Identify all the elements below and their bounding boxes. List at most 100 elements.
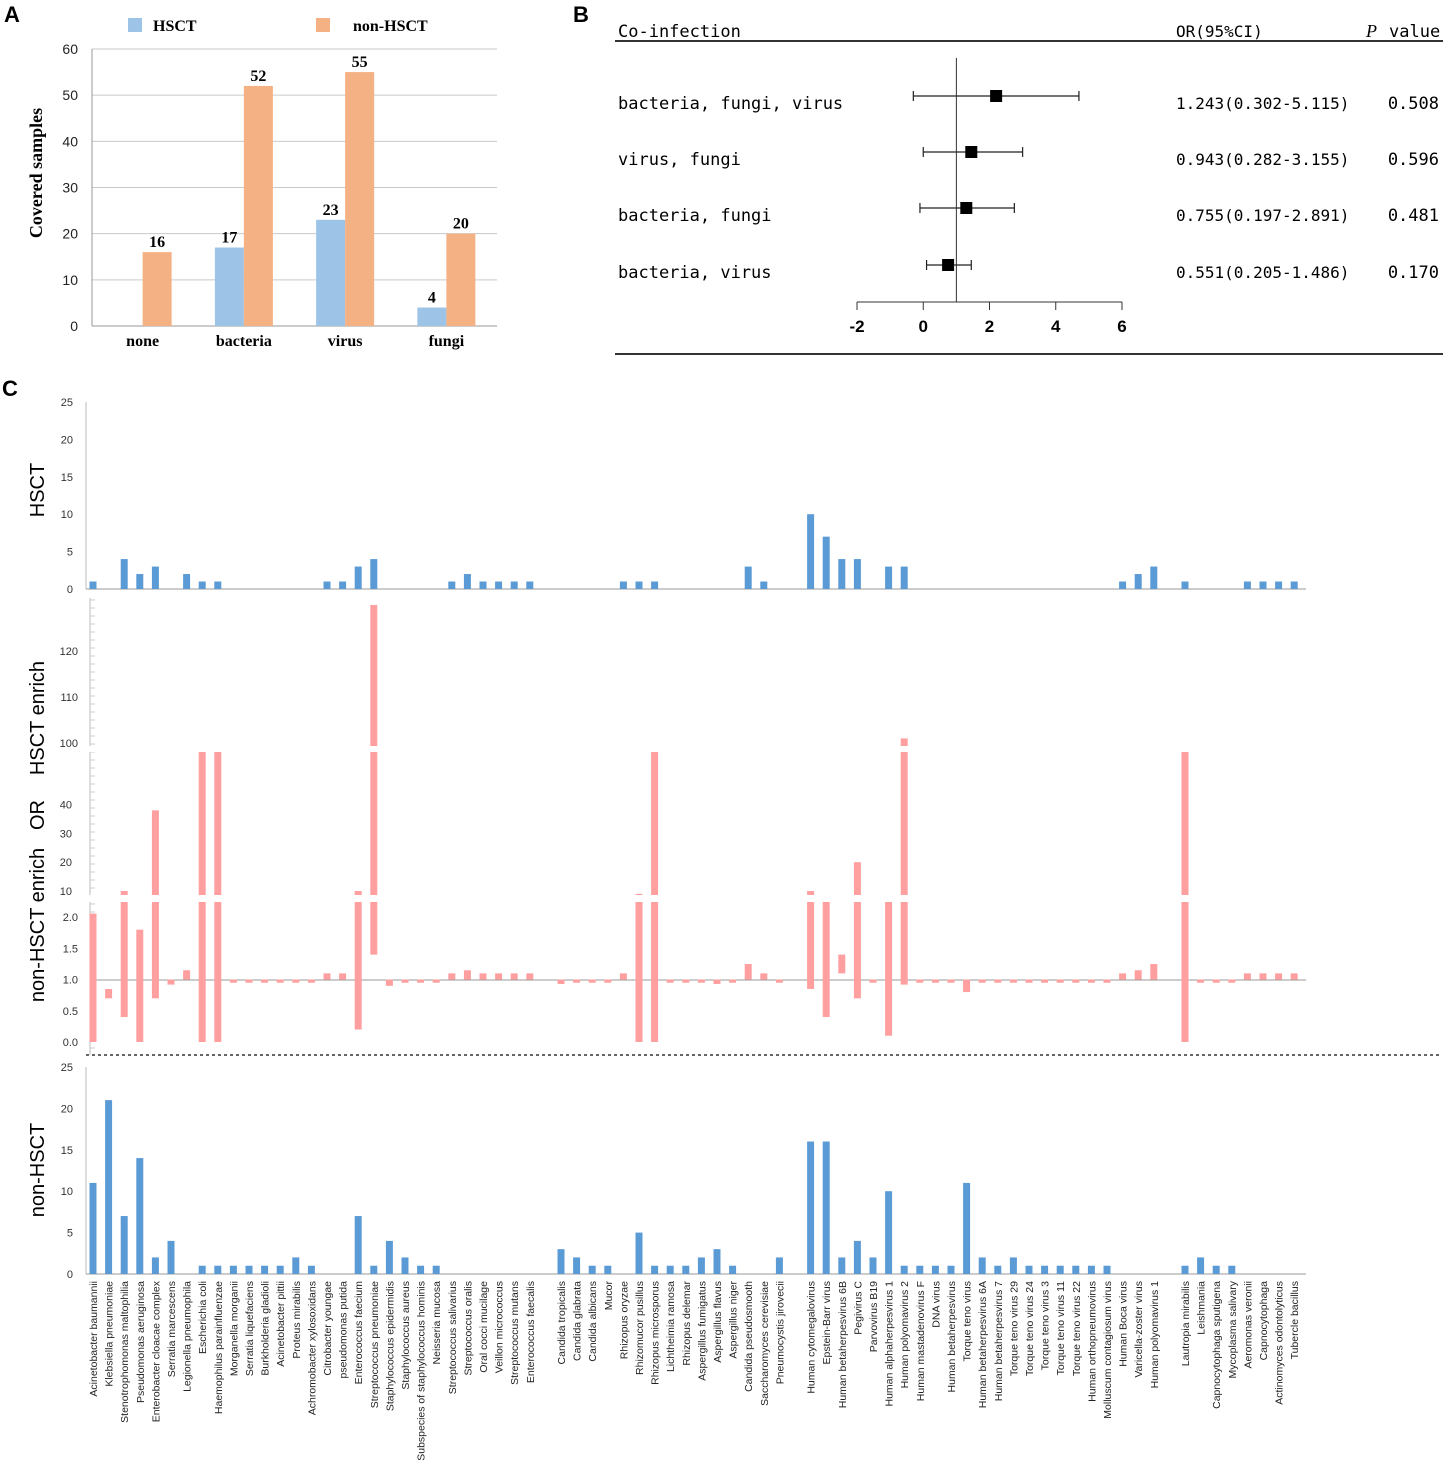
nonhsct-bar [635,1232,643,1274]
hsct-bar [495,581,503,589]
nonhsct-bar [1103,1265,1111,1274]
organism-label: Torque teno virus 29 [1008,1281,1020,1376]
or-bar [900,738,908,985]
or-y-tick-label: 20 [60,857,72,869]
organism-label: Staphylococcus aureus [400,1281,412,1390]
nonhsct-bar [666,1265,674,1274]
y-tick-label-a: 10 [62,272,78,288]
or-bar [869,979,877,983]
hsct-y-tick-label: 10 [61,509,73,521]
hsct-bar [1275,581,1283,589]
or-bar [557,979,565,984]
organism-label: Pseudomonas aeruginosa [135,1281,147,1403]
or-ci-text: 0.755(0.197-2.891) [1176,206,1349,225]
or-bar [682,979,690,983]
forest-header-or: OR(95%CI) [1176,22,1263,41]
or-bar [978,979,986,983]
hsct-bar [510,581,518,589]
or-bar [1290,973,1298,980]
or-bar [1056,979,1064,983]
nonhsct-bar [1072,1265,1080,1274]
organism-label: Subspecies of staphylococcus hominis [416,1281,428,1461]
nonhsct-bar [105,1100,113,1274]
or-bar [479,973,487,980]
nonhsct-bar [261,1265,269,1274]
organism-label: Human alphaherpesvirus 1 [884,1281,896,1407]
point-estimate [960,202,973,214]
hsct-bar [1259,581,1267,589]
p-value-text: 0.596 [1388,150,1439,170]
organism-label: Lichtheimia ramosa [665,1281,677,1372]
nonhsct-bar [89,1182,97,1274]
bar-non-hsct [142,252,172,326]
organism-label: DNA virus [930,1281,942,1328]
nonhsct-y-tick-label: 5 [67,1228,73,1240]
hsct-bar [822,536,830,589]
nonhsct-panel-ylabel: non-HSCT [27,1123,49,1217]
nonhsct-bar [151,1257,159,1274]
hsct-bar [885,566,893,589]
or-y-tick-label: 120 [60,646,78,658]
nonhsct-bar [1009,1257,1017,1274]
or-bar [822,896,830,1018]
p-value-text: 0.170 [1388,263,1439,283]
or-bar [214,747,222,1042]
organism-label: Enterococcus faecium [353,1281,365,1385]
or-bar [510,973,518,980]
organism-label: Rhizomucor pusillus [634,1281,646,1375]
nonhsct-bar [167,1240,175,1274]
nonhsct-y-tick-label: 10 [61,1186,73,1198]
or-bar [619,973,627,980]
or-panel-label-lower: non-HSCT enrich [27,848,49,1002]
p-value-text: 0.481 [1388,206,1439,226]
p-value-text: 0.508 [1388,94,1439,114]
hsct-y-tick-label: 20 [61,434,73,446]
organism-label: Morganella morganii [228,1281,240,1376]
bar-hsct [214,247,244,326]
organism-label: Streptococcus oralis [462,1281,474,1376]
or-bar [853,862,861,999]
nonhsct-bar [931,1265,939,1274]
legend-nonhsct-swatch [316,18,330,32]
or-bar [354,891,362,1030]
or-bar [136,929,144,1042]
or-bar [1009,979,1017,983]
legend-hsct-swatch [128,18,142,32]
nonhsct-bar [604,1265,612,1274]
organism-label: Streptococcus salivarius [447,1281,459,1394]
organism-label: Molluscum contagiosum virus [1102,1281,1114,1419]
organism-label: Actinomyces odontolyticus [1274,1281,1286,1405]
data-label: 23 [323,202,339,219]
organism-label: Aspergillus flavus [712,1281,724,1363]
nonhsct-bar [822,1141,830,1274]
or-bar [245,979,253,983]
organism-label: Aeromonas veronii [1242,1281,1254,1369]
or-bar [1181,747,1189,1042]
organism-label: Pegivirus C [852,1281,864,1335]
forest-x-tick-label: 2 [985,317,994,336]
or-y-tick-label: 110 [60,692,78,704]
nonhsct-bar [1056,1265,1064,1274]
organism-label: Staphylococcus epidermidis [384,1281,396,1411]
data-label: 4 [428,290,436,307]
organism-label: Candida pseudosmooth [743,1281,755,1392]
nonhsct-bar [916,1265,924,1274]
organism-label: Neisseria mucosa [431,1281,443,1365]
nonhsct-bar [869,1257,877,1274]
nonhsct-bar [900,1265,908,1274]
organism-label: Varicella-zoster virus [1133,1281,1145,1378]
hsct-y-tick-label: 25 [61,397,73,409]
nonhsct-y-tick-label: 25 [61,1062,73,1074]
y-tick-label-a: 20 [62,226,78,242]
or-bar [292,979,300,983]
or-bar [838,954,846,974]
or-bar [885,896,893,1036]
or-bar [775,979,783,983]
organism-label: Human orthopneumovirus [1086,1281,1098,1402]
x-category-label: none [126,333,159,350]
organism-label: Human betaherpesvirus [946,1281,958,1392]
or-bar [198,747,206,1042]
forest-x-tick-label: -2 [849,317,864,336]
or-bar [229,979,237,983]
or-bar [1072,979,1080,983]
